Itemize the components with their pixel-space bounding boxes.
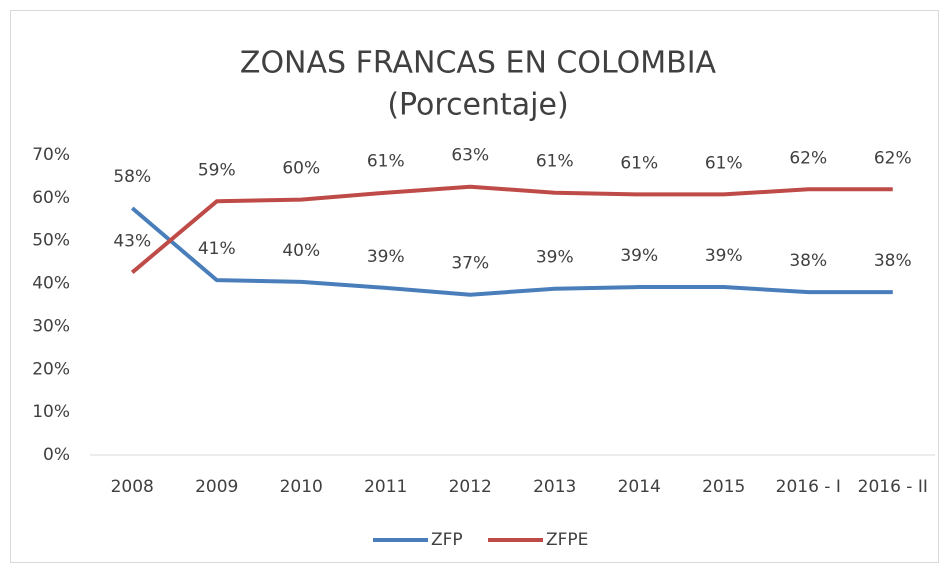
- series-line: [130, 184, 893, 274]
- x-tick-label: 2016 - II: [858, 477, 928, 497]
- data-label: 37%: [451, 254, 489, 274]
- data-label: 39%: [367, 247, 405, 267]
- data-label: 59%: [198, 160, 236, 180]
- y-tick-label: 50%: [32, 231, 70, 251]
- chart-border: [10, 10, 939, 563]
- legend-label: ZFP: [431, 530, 463, 550]
- x-tick-label: 2014: [618, 477, 661, 497]
- data-label: 61%: [536, 152, 574, 172]
- data-label: 43%: [113, 231, 151, 251]
- legend-label: ZFPE: [546, 530, 588, 550]
- data-label: 62%: [874, 148, 912, 168]
- data-label: 40%: [282, 241, 320, 261]
- data-label: 39%: [536, 248, 574, 268]
- y-tick-label: 30%: [32, 316, 70, 336]
- chart-subtitle: (Porcentaje): [387, 88, 568, 123]
- x-tick-label: 2016 - I: [776, 477, 841, 497]
- x-tick-label: 2015: [702, 477, 745, 497]
- y-tick-label: 40%: [32, 274, 70, 294]
- data-label: 39%: [620, 246, 658, 266]
- data-label: 38%: [789, 251, 827, 271]
- x-tick-label: 2013: [533, 477, 576, 497]
- data-label: 61%: [620, 153, 658, 173]
- data-label: 61%: [367, 152, 405, 172]
- data-label: 61%: [705, 153, 743, 173]
- chart-title: ZONAS FRANCAS EN COLOMBIA: [240, 46, 717, 81]
- y-tick-label: 20%: [32, 359, 70, 379]
- x-tick-label: 2010: [280, 477, 323, 497]
- x-tick-label: 2009: [195, 477, 238, 497]
- x-tick-label: 2008: [111, 477, 154, 497]
- data-label: 41%: [198, 239, 236, 259]
- x-tick-label: 2011: [364, 477, 407, 497]
- series-line: [130, 206, 893, 297]
- y-tick-label: 10%: [32, 402, 70, 422]
- data-label: 38%: [874, 251, 912, 271]
- y-tick-label: 60%: [32, 188, 70, 208]
- data-label: 62%: [789, 148, 827, 168]
- y-tick-label: 0%: [43, 445, 70, 465]
- data-label: 63%: [451, 146, 489, 166]
- data-label: 60%: [282, 159, 320, 179]
- y-tick-label: 70%: [32, 145, 70, 165]
- data-label: 58%: [113, 167, 151, 187]
- data-label: 39%: [705, 246, 743, 266]
- x-tick-label: 2012: [449, 477, 492, 497]
